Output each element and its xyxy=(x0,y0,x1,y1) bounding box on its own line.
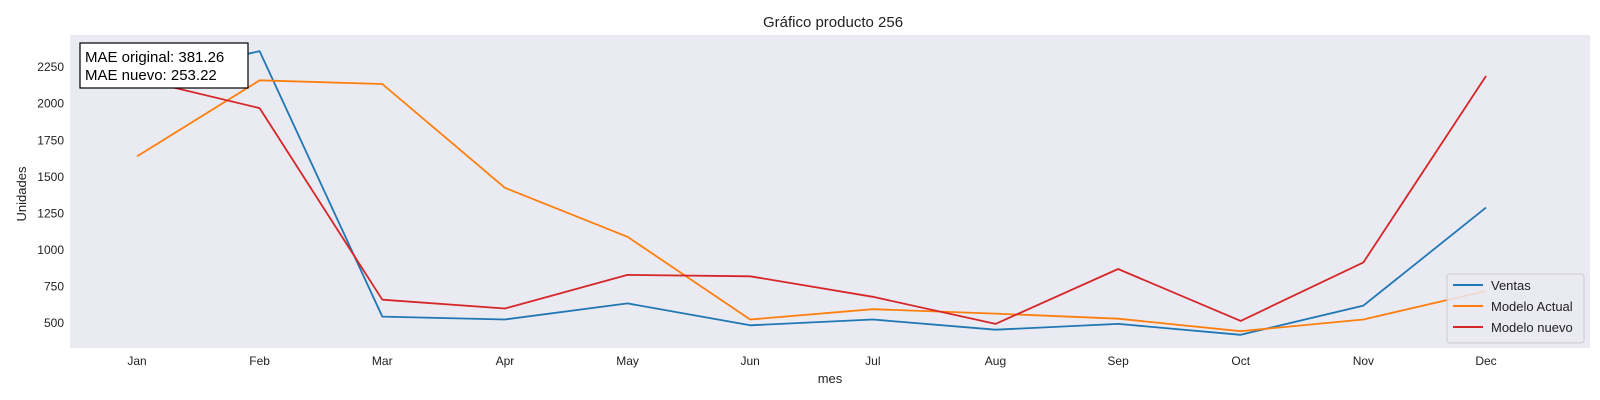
legend-label-modelo-nuevo: Modelo nuevo xyxy=(1491,320,1573,335)
x-tick-label-jul: Jul xyxy=(865,354,880,368)
series-line-modelo-nuevo xyxy=(136,75,1487,325)
y-tick-label: 1500 xyxy=(37,170,64,184)
series-line-modelo-actual xyxy=(136,79,1487,333)
y-tick-label: 750 xyxy=(44,280,64,294)
annotation-line-1: MAE original: 381.26 xyxy=(85,49,224,66)
x-tick-label-may: May xyxy=(616,354,639,368)
x-tick-label-jun: Jun xyxy=(741,354,760,368)
x-tick-label-apr: Apr xyxy=(496,354,515,368)
x-tick-label-oct: Oct xyxy=(1231,354,1250,368)
legend-label-ventas: Ventas xyxy=(1491,278,1531,293)
x-tick-label-dec: Dec xyxy=(1475,354,1496,368)
y-tick-label: 1750 xyxy=(37,133,64,147)
x-axis-ticks: Jan Feb Mar Apr May Jun Jul Aug Sep Oct Nov Dec xyxy=(127,354,1496,368)
x-tick-label-aug: Aug xyxy=(985,354,1006,368)
legend-label-modelo-actual: Modelo Actual xyxy=(1491,299,1573,314)
series-lines xyxy=(136,50,1487,336)
chart-title: Gráfico producto 256 xyxy=(763,14,903,31)
y-tick-label: 2250 xyxy=(37,60,64,74)
y-tick-label: 500 xyxy=(44,316,64,330)
y-tick-label: 2000 xyxy=(37,97,64,111)
legend-box xyxy=(1446,273,1585,344)
annotation-line-2: MAE nuevo: 253.22 xyxy=(85,67,217,84)
y-tick-label: 1250 xyxy=(37,206,64,220)
plot-area xyxy=(70,35,1590,348)
x-axis-label: mes xyxy=(818,371,843,386)
legend: Ventas Modelo Actual Modelo nuevo xyxy=(1446,273,1585,344)
mae-annotation: MAE original: 381.26 MAE nuevo: 253.22 xyxy=(79,42,249,89)
x-tick-label-mar: Mar xyxy=(372,354,393,368)
x-tick-label-feb: Feb xyxy=(249,354,270,368)
x-tick-label-jan: Jan xyxy=(127,354,146,368)
x-tick-label-sep: Sep xyxy=(1107,354,1129,368)
y-axis-ticks: 500 750 1000 1250 1500 1750 2000 2250 xyxy=(37,60,64,330)
y-tick-label: 1000 xyxy=(37,243,64,257)
y-axis-label: Unidades xyxy=(14,166,29,221)
annotation-box xyxy=(79,42,249,89)
x-tick-label-nov: Nov xyxy=(1353,354,1374,368)
